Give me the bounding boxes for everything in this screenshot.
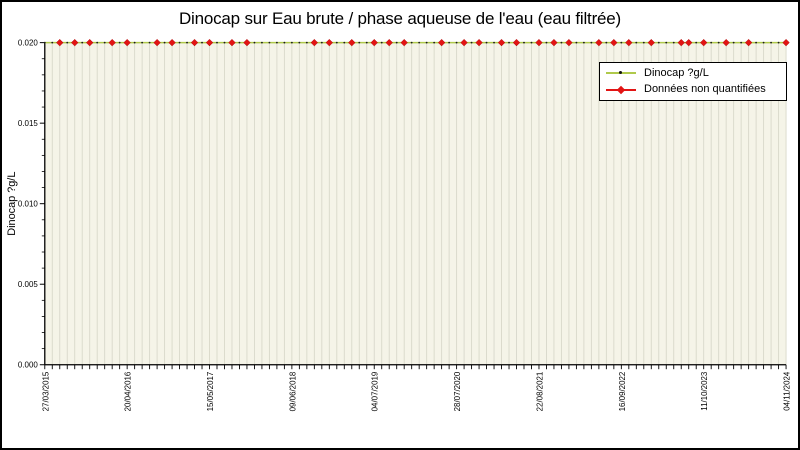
svg-text:0.020: 0.020 xyxy=(18,38,38,47)
legend-label-nonquantified: Données non quantifiées xyxy=(644,83,766,96)
svg-text:15/05/2017: 15/05/2017 xyxy=(206,371,215,411)
svg-text:0.015: 0.015 xyxy=(18,119,38,128)
svg-text:09/06/2018: 09/06/2018 xyxy=(288,371,297,411)
legend-item-nonquantified: Données non quantifiées xyxy=(606,84,780,95)
svg-text:28/07/2020: 28/07/2020 xyxy=(453,371,462,411)
svg-text:04/07/2019: 04/07/2019 xyxy=(371,371,380,411)
svg-text:0.000: 0.000 xyxy=(18,361,38,370)
svg-text:11/10/2023: 11/10/2023 xyxy=(700,371,709,411)
svg-text:0.010: 0.010 xyxy=(18,199,38,208)
nonquantified-diamond-icon xyxy=(606,85,636,95)
chart-title: Dinocap sur Eau brute / phase aqueuse de… xyxy=(178,9,622,28)
svg-text:22/08/2021: 22/08/2021 xyxy=(535,371,544,411)
series-line-dot-icon xyxy=(606,68,636,78)
svg-text:Dinocap ?g/L: Dinocap ?g/L xyxy=(6,172,18,236)
legend-label-series: Dinocap ?g/L xyxy=(644,66,709,79)
svg-text:04/11/2024: 04/11/2024 xyxy=(783,371,792,411)
svg-text:27/03/2015: 27/03/2015 xyxy=(41,371,50,411)
legend: Dinocap ?g/L Données non quantifiées xyxy=(599,62,787,101)
svg-text:20/04/2016: 20/04/2016 xyxy=(124,371,133,411)
svg-text:0.005: 0.005 xyxy=(18,280,38,289)
legend-item-series: Dinocap ?g/L xyxy=(606,66,780,79)
svg-text:16/09/2022: 16/09/2022 xyxy=(618,371,627,411)
